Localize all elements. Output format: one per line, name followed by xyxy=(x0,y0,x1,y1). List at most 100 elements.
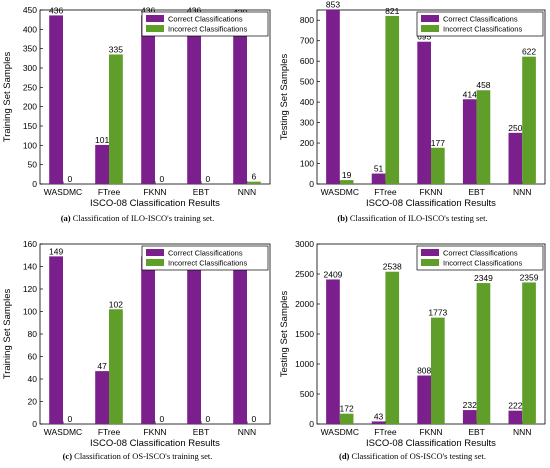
bar-c-s0-2 xyxy=(141,256,155,424)
y-tick-label-d-5: 2500 xyxy=(295,269,314,279)
data-label-a-s0-1: 101 xyxy=(95,135,109,145)
data-label-b-s1-1: 821 xyxy=(385,6,399,16)
y-tick-label-a-3: 150 xyxy=(23,121,37,131)
bar-b-s0-0 xyxy=(326,9,340,185)
x-tick-label-d-1: FTree xyxy=(374,427,397,437)
data-label-a-s0-2: 436 xyxy=(141,5,155,15)
caption-d: (d) Classification of OS-ISCO's testing … xyxy=(275,451,550,461)
y-tick-label-c-2: 40 xyxy=(28,374,38,384)
y-tick-label-a-9: 450 xyxy=(23,5,37,15)
x-axis-title-b: ISCO-08 Classification Results xyxy=(366,198,496,209)
y-tick-label-c-5: 100 xyxy=(23,307,37,317)
caption-d-text: Classification of OS-ISCO's testing set. xyxy=(351,451,486,461)
x-tick-label-b-1: FTree xyxy=(374,187,397,197)
y-tick-label-b-3: 300 xyxy=(300,118,314,128)
caption-b: (b) Classification of ILO-ISCO's testing… xyxy=(275,213,550,223)
legend-label-b-0: Correct Classifications xyxy=(443,15,518,24)
y-tick-label-b-7: 700 xyxy=(300,36,314,46)
x-axis-title-a: ISCO-08 Classification Results xyxy=(90,198,220,209)
data-label-c-s1-2: 0 xyxy=(160,414,165,424)
chart-panel-a: 0 50 100 150 200 250 300 350 400 450 WASDMC 436 0 FTr… xyxy=(0,0,275,234)
y-tick-label-b-0: 0 xyxy=(309,179,314,189)
y-tick-label-d-6: 3000 xyxy=(295,239,314,249)
bar-c-s0-1 xyxy=(95,371,109,424)
legend-swatch-d-1 xyxy=(421,259,439,266)
x-tick-label-b-2: FKNN xyxy=(419,187,442,197)
data-label-a-s1-0: 0 xyxy=(68,174,73,184)
y-tick-label-d-0: 0 xyxy=(309,419,314,429)
x-tick-label-a-4: NNN xyxy=(238,187,256,197)
bar-b-s0-2 xyxy=(417,41,431,184)
bar-a-s0-1 xyxy=(95,144,109,184)
bar-a-s1-4 xyxy=(247,181,261,184)
legend-swatch-c-0 xyxy=(146,249,164,256)
x-tick-label-b-4: NNN xyxy=(513,187,531,197)
data-label-d-s1-0: 172 xyxy=(340,404,354,414)
y-axis-title-a: Training Set Samples xyxy=(2,52,13,143)
x-tick-label-b-3: EBT xyxy=(468,187,485,197)
bar-b-s1-1 xyxy=(385,15,400,185)
data-label-c-s1-3: 0 xyxy=(206,414,211,424)
x-tick-label-d-0: WASDMC xyxy=(321,427,359,437)
caption-a-text: Classification of ILO-ISCO's training se… xyxy=(72,213,215,223)
caption-b-tag: (b) xyxy=(337,213,348,223)
bar-d-s1-1 xyxy=(385,271,400,424)
bar-b-s0-4 xyxy=(508,132,523,184)
data-label-b-s1-4: 622 xyxy=(522,47,536,57)
y-tick-label-a-0: 0 xyxy=(32,179,37,189)
legend-swatch-b-0 xyxy=(421,15,439,22)
bar-d-s0-3 xyxy=(462,410,477,424)
bar-d-s1-3 xyxy=(476,283,491,424)
caption-b-text: Classification of ILO-ISCO's testing set… xyxy=(349,213,488,223)
bar-c-s0-0 xyxy=(49,256,63,424)
y-tick-label-a-5: 250 xyxy=(23,82,37,92)
bar-a-s0-0 xyxy=(49,15,63,185)
bar-d-s1-2 xyxy=(431,317,445,424)
legend-swatch-b-1 xyxy=(421,25,439,32)
chart-panel-c: 0 20 40 60 80 100 120 140 160 WASDMC 149 0 FTree 47 10… xyxy=(0,234,275,468)
y-tick-label-b-1: 100 xyxy=(300,159,314,169)
bar-a-s0-2 xyxy=(141,15,155,185)
bar-a-s0-3 xyxy=(187,15,201,185)
legend-swatch-a-0 xyxy=(146,15,164,22)
bar-c-s0-4 xyxy=(233,256,247,424)
y-tick-label-b-6: 600 xyxy=(300,56,314,66)
y-tick-label-d-3: 1500 xyxy=(295,329,314,339)
caption-a: (a) Classification of ILO-ISCO's trainin… xyxy=(0,213,275,223)
bar-b-s1-2 xyxy=(431,147,445,184)
bar-a-s0-4 xyxy=(233,17,247,184)
legend-label-a-0: Correct Classifications xyxy=(168,15,243,24)
chart-a: 0 50 100 150 200 250 300 350 400 450 WASDMC 436 0 FTr… xyxy=(2,5,271,209)
x-tick-label-c-4: NNN xyxy=(238,427,256,437)
bar-b-s1-3 xyxy=(476,90,491,184)
legend-label-d-1: Incorrect Classifications xyxy=(443,259,522,268)
data-label-c-s0-0: 149 xyxy=(49,246,63,256)
x-tick-label-a-1: FTree xyxy=(98,187,121,197)
y-tick-label-c-6: 120 xyxy=(23,284,37,294)
data-label-b-s0-0: 853 xyxy=(326,0,340,9)
data-label-d-s1-1: 2538 xyxy=(383,262,402,272)
bar-d-s0-0 xyxy=(326,279,340,424)
data-label-d-s0-2: 808 xyxy=(417,366,431,376)
x-axis-title-c: ISCO-08 Classification Results xyxy=(90,438,220,449)
legend-label-c-0: Correct Classifications xyxy=(168,249,243,258)
chart-panel-d: 0 500 1000 1500 2000 2500 3000 WASDMC 2409 172 FTr… xyxy=(275,234,550,468)
x-tick-label-c-1: FTree xyxy=(98,427,121,437)
x-tick-label-c-0: WASDMC xyxy=(44,427,82,437)
bar-b-s0-3 xyxy=(462,99,477,184)
legend-swatch-a-1 xyxy=(146,25,164,32)
chart-panel-b: 0 100 200 300 400 500 600 700 800 WASDMC 853 19 FTre… xyxy=(275,0,550,234)
data-label-d-s1-3: 2349 xyxy=(474,273,493,283)
y-tick-label-c-8: 160 xyxy=(23,239,37,249)
chart-d: 0 500 1000 1500 2000 2500 3000 WASDMC 2409 172 FTr… xyxy=(279,239,546,449)
y-tick-label-c-7: 140 xyxy=(23,262,37,272)
x-tick-label-b-0: WASDMC xyxy=(321,187,359,197)
caption-c: (c) Classification of OS-ISCO's training… xyxy=(0,451,275,461)
caption-a-tag: (a) xyxy=(60,213,71,223)
legend-label-c-1: Incorrect Classifications xyxy=(168,259,247,268)
y-tick-label-c-0: 0 xyxy=(32,419,37,429)
data-label-a-s0-3: 436 xyxy=(187,5,201,15)
x-tick-label-a-0: WASDMC xyxy=(44,187,82,197)
bar-d-s0-1 xyxy=(371,421,386,424)
bar-a-s1-1 xyxy=(109,54,123,184)
